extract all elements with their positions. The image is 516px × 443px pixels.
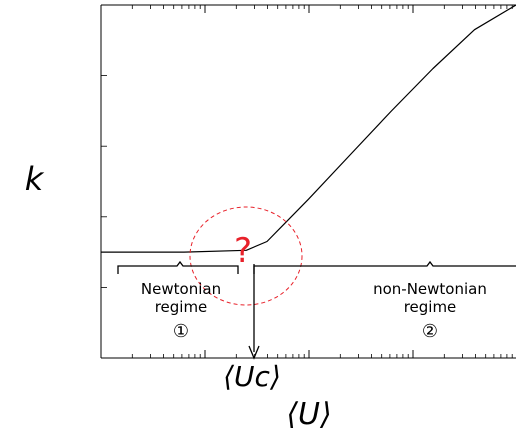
regime-1-line2: regime bbox=[155, 298, 208, 316]
critical-velocity-label: ⟨Uc⟩ bbox=[223, 360, 281, 393]
series-line-0 bbox=[101, 4, 516, 253]
transition-circle bbox=[189, 206, 303, 306]
regime-2-line1: non-Newtonian bbox=[373, 280, 487, 298]
regime-1-line1: Newtonian bbox=[141, 280, 221, 298]
regime-2-line2: regime bbox=[404, 298, 457, 316]
regime-2-marker: ② bbox=[422, 321, 438, 342]
y-ticks bbox=[101, 4, 107, 359]
question-mark: ? bbox=[234, 231, 252, 271]
regime-braces bbox=[117, 260, 516, 274]
x-ticks bbox=[100, 5, 513, 358]
regime-1-marker: ① bbox=[173, 321, 189, 342]
critical-arrow bbox=[248, 264, 260, 360]
non-newtonian-brace bbox=[253, 260, 516, 274]
series-layer bbox=[101, 4, 516, 253]
y-axis-label: k bbox=[25, 160, 45, 198]
newtonian-brace bbox=[117, 260, 239, 274]
axes bbox=[100, 4, 516, 359]
x-axis-label: ⟨U⟩ bbox=[286, 397, 331, 432]
